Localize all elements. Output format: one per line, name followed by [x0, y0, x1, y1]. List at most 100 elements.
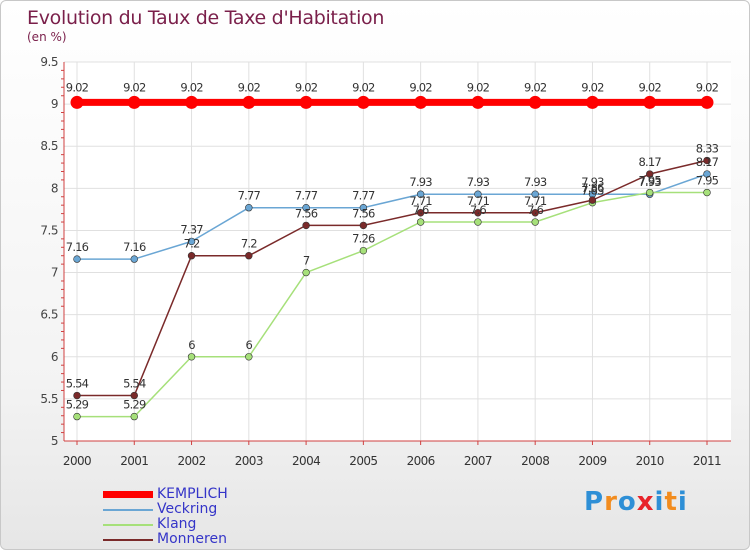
legend-swatch: [103, 508, 153, 511]
data-label: 7.6: [413, 203, 429, 217]
x-tick-label: 2008: [521, 454, 549, 468]
data-point: [127, 95, 141, 109]
logo-letter: i: [677, 487, 688, 517]
y-tick-label: 5: [51, 434, 58, 448]
data-label: 7.95: [696, 174, 719, 188]
x-tick-label: 2000: [63, 454, 91, 468]
data-label: 7.71: [524, 194, 547, 208]
y-tick-label: 5.5: [40, 392, 58, 406]
chart-subtitle: (en %): [27, 30, 67, 44]
data-label: 7.86: [581, 181, 604, 195]
data-point: [531, 209, 539, 217]
series-line-veckring: [76, 173, 708, 260]
x-tick-label: 2006: [407, 454, 435, 468]
y-tick-label: 6: [51, 350, 58, 364]
data-label: 9.02: [180, 80, 203, 94]
logo-letter: i: [654, 487, 665, 517]
data-point: [302, 204, 310, 212]
data-point: [414, 95, 428, 109]
x-tick-label: 2002: [177, 454, 205, 468]
data-point: [585, 95, 599, 109]
data-point: [474, 190, 482, 198]
data-label: 7.83: [581, 184, 604, 198]
data-label: 7.93: [467, 175, 490, 189]
legend-label: Klang: [157, 516, 197, 532]
data-label: 9.02: [696, 80, 719, 94]
legend-swatch: [103, 538, 153, 541]
y-tick-label: 9: [51, 97, 58, 111]
data-point: [416, 190, 425, 198]
x-tick-label: 2003: [235, 454, 263, 468]
legend-item-klang: Klang: [103, 517, 228, 532]
logo-letter: t: [664, 487, 678, 517]
y-tick-label: 7.5: [40, 223, 58, 237]
data-label: 5.54: [66, 377, 89, 391]
legend-item-veckring: Veckring: [103, 502, 228, 517]
data-label: 9.02: [352, 80, 375, 94]
x-tick-label: 2011: [693, 454, 721, 468]
data-label: 8.33: [696, 142, 719, 156]
data-point: [73, 391, 81, 400]
x-tick-label: 2005: [349, 454, 377, 468]
data-point: [700, 95, 714, 109]
data-point: [474, 209, 482, 217]
data-point: [70, 95, 84, 109]
data-point: [531, 190, 539, 198]
y-tick-label: 9.5: [40, 55, 58, 69]
data-point: [359, 204, 368, 212]
data-label: 7.16: [66, 240, 89, 254]
data-label: 7: [303, 254, 310, 268]
data-label: 7.93: [409, 175, 432, 189]
data-label: 7.16: [123, 240, 146, 254]
data-point: [416, 218, 425, 226]
legend-swatch: [103, 491, 153, 498]
data-point: [359, 246, 368, 255]
y-tick-label: 7: [51, 266, 58, 280]
series-line-monneren: [76, 159, 708, 397]
data-point: [416, 209, 425, 217]
data-point: [245, 252, 253, 260]
data-point: [187, 252, 196, 260]
legend-label: Monneren: [157, 531, 227, 547]
data-label: 6: [246, 338, 253, 352]
data-point: [187, 353, 196, 361]
logo-letter: P: [584, 487, 605, 517]
data-label: 9.02: [295, 80, 318, 94]
data-point: [73, 255, 81, 263]
data-label: 9.02: [467, 80, 490, 94]
data-label: 9.02: [238, 80, 261, 94]
y-tick-label: 8: [51, 181, 58, 195]
data-label: 7.93: [639, 175, 662, 189]
data-label: 7.56: [295, 206, 318, 220]
data-label: 8.17: [696, 155, 719, 169]
chart-title: Evolution du Taux de Taxe d'Habitation: [27, 7, 385, 29]
data-point: [356, 95, 370, 109]
data-label: 9.02: [66, 80, 89, 94]
data-point: [703, 156, 711, 165]
data-label: 7.93: [581, 175, 604, 189]
x-tick-label: 2001: [120, 454, 148, 468]
data-point: [130, 412, 138, 421]
data-point: [646, 188, 654, 197]
data-point: [130, 391, 138, 400]
data-label: 7.56: [352, 206, 375, 220]
data-point: [646, 170, 654, 178]
data-label: 5.29: [66, 398, 89, 412]
data-label: 7.93: [524, 175, 547, 189]
data-label: 7.26: [352, 232, 375, 246]
x-tick-label: 2009: [578, 454, 606, 468]
legend-item-kemplich: KEMPLICH: [103, 487, 228, 502]
data-point: [531, 218, 539, 226]
data-label: 7.6: [470, 203, 486, 217]
data-label: 7.6: [527, 203, 543, 217]
y-tick-label: 8.5: [40, 139, 58, 153]
plot-area: [64, 62, 731, 441]
legend-label: Veckring: [157, 501, 218, 517]
data-label: 9.02: [639, 80, 662, 94]
data-label: 9.02: [524, 80, 547, 94]
data-label: 5.29: [123, 398, 146, 412]
data-label: 6: [188, 338, 195, 352]
data-label: 9.02: [581, 80, 604, 94]
data-point: [703, 188, 711, 197]
legend: KEMPLICH Veckring Klang Monneren: [103, 487, 228, 547]
